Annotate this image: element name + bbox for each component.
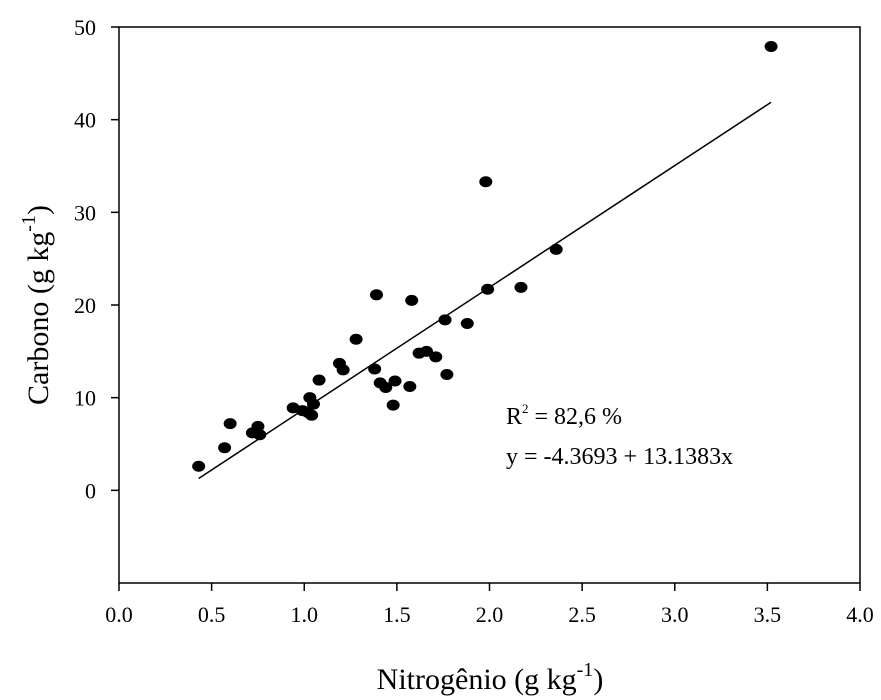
data-point <box>349 333 363 345</box>
y-tick-label: 0 <box>85 478 96 503</box>
x-tick-label: 3.5 <box>754 602 782 627</box>
x-tick-label: 3.0 <box>661 602 689 627</box>
data-point <box>192 460 206 472</box>
x-axis-title-main: Nitrogênio (g kg <box>377 663 577 696</box>
data-point <box>253 429 267 441</box>
data-point <box>218 442 232 454</box>
data-point <box>379 381 393 393</box>
data-point <box>403 381 417 393</box>
y-tick-label: 10 <box>74 386 96 411</box>
y-tick-label: 30 <box>74 200 96 225</box>
x-axis-title-end: ) <box>593 663 603 696</box>
data-point <box>405 294 419 306</box>
data-point <box>336 364 350 376</box>
data-point <box>223 418 237 430</box>
data-point <box>481 283 495 295</box>
data-point <box>479 176 493 188</box>
data-point <box>764 40 778 52</box>
x-axis-title: Nitrogênio (g kg-1) <box>377 659 604 696</box>
ticks-layer: 0.0 0.5 1.0 1.5 2.0 2.5 3.0 3.5 4.0 0 10 20 30 40 50 <box>74 15 874 627</box>
data-point <box>386 399 400 411</box>
y-axis-title-main: Carbono (g kg <box>22 232 55 405</box>
x-tick-label: 1.5 <box>383 602 411 627</box>
x-tick-label: 0.5 <box>198 602 226 627</box>
x-tick-label: 0.0 <box>105 602 133 627</box>
r2-annotation: R2 = 82,6 % <box>506 401 622 430</box>
r2-prefix: R <box>506 404 522 430</box>
data-point <box>429 351 443 363</box>
x-tick-label: 1.0 <box>291 602 319 627</box>
data-point <box>440 369 454 380</box>
data-point <box>388 375 402 387</box>
points-layer <box>192 40 778 472</box>
data-point <box>438 314 452 326</box>
regression-equation: y = -4.3693 + 13.1383x <box>506 444 733 470</box>
data-point <box>549 243 563 255</box>
data-point <box>420 345 434 357</box>
data-point <box>251 420 265 432</box>
data-point <box>514 281 528 293</box>
r2-superscript: 2 <box>522 401 529 416</box>
y-tick-label: 50 <box>74 15 96 40</box>
plot-frame <box>118 26 861 584</box>
x-tick-label: 4.0 <box>846 602 874 627</box>
data-point <box>305 409 319 421</box>
data-point <box>312 374 326 386</box>
y-tick-label: 20 <box>74 293 96 318</box>
x-axis-title-superscript: -1 <box>577 659 594 681</box>
x-tick-label: 2.5 <box>568 602 596 627</box>
data-point <box>369 289 383 301</box>
y-axis-title-superscript: -1 <box>18 215 40 232</box>
y-tick-label: 40 <box>74 108 96 133</box>
data-point <box>368 363 382 375</box>
r2-value: = 82,6 % <box>529 404 623 430</box>
y-axis-title: Carbono (g kg-1) <box>18 205 55 405</box>
data-point <box>460 318 474 330</box>
data-point <box>307 398 321 410</box>
y-axis-title-end: ) <box>22 205 55 215</box>
x-tick-label: 2.0 <box>476 602 504 627</box>
